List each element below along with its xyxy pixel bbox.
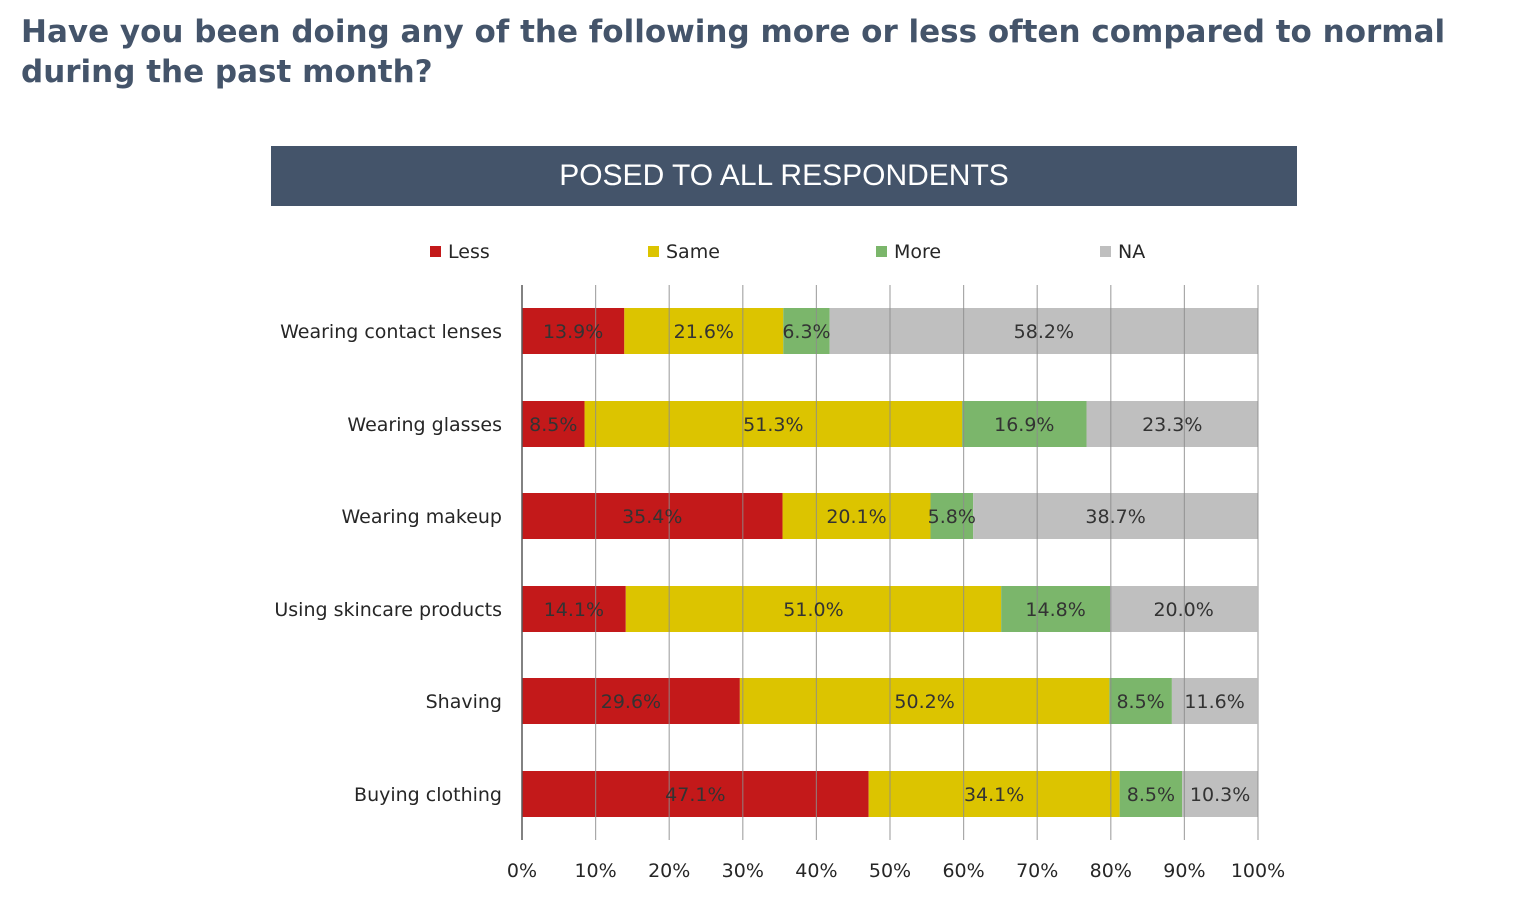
bar-more bbox=[1109, 678, 1172, 724]
category-label: Wearing glasses bbox=[347, 414, 502, 436]
bar-less bbox=[522, 401, 585, 447]
x-tick-label: 90% bbox=[1163, 860, 1205, 882]
x-tick-label: 20% bbox=[648, 860, 690, 882]
x-tick-label: 70% bbox=[1016, 860, 1058, 882]
bar-same bbox=[739, 678, 1110, 724]
bar-more bbox=[1119, 771, 1183, 817]
bar-na bbox=[1086, 401, 1258, 447]
x-tick-label: 30% bbox=[722, 860, 764, 882]
legend-label-same: Same bbox=[666, 241, 720, 263]
page-title: Have you been doing any of the following… bbox=[21, 14, 1446, 90]
bar-same bbox=[624, 308, 784, 354]
x-tick-label: 100% bbox=[1231, 860, 1285, 882]
bar-less bbox=[522, 493, 783, 539]
bar-more bbox=[783, 308, 830, 354]
data-label-na: 38.7% bbox=[1085, 506, 1145, 528]
data-label-more: 5.8% bbox=[928, 506, 976, 528]
legend-swatch-less bbox=[430, 246, 441, 257]
data-label-less: 29.6% bbox=[601, 691, 661, 713]
bar-na bbox=[973, 493, 1258, 539]
data-label-more: 14.8% bbox=[1025, 599, 1085, 621]
x-tick-label: 40% bbox=[795, 860, 837, 882]
data-label-same: 20.1% bbox=[826, 506, 886, 528]
data-label-na: 20.0% bbox=[1153, 599, 1213, 621]
data-label-more: 16.9% bbox=[994, 414, 1054, 436]
x-tick-label: 0% bbox=[507, 860, 537, 882]
data-label-less: 35.4% bbox=[622, 506, 682, 528]
data-label-less: 13.9% bbox=[543, 321, 603, 343]
data-label-same: 21.6% bbox=[674, 321, 734, 343]
x-tick-label: 10% bbox=[574, 860, 616, 882]
chart-banner: POSED TO ALL RESPONDENTS bbox=[271, 146, 1297, 206]
x-tick-label: 50% bbox=[869, 860, 911, 882]
legend-swatch-same bbox=[648, 246, 659, 257]
bar-more bbox=[1001, 586, 1111, 632]
data-label-na: 58.2% bbox=[1014, 321, 1074, 343]
legend-label-less: Less bbox=[448, 241, 490, 263]
legend-swatch-more bbox=[876, 246, 887, 257]
category-label: Buying clothing bbox=[354, 784, 502, 806]
bar-na bbox=[829, 308, 1258, 354]
bar-less bbox=[522, 771, 869, 817]
category-label: Wearing makeup bbox=[341, 506, 502, 528]
data-label-more: 8.5% bbox=[1127, 784, 1175, 806]
bar-less bbox=[522, 586, 626, 632]
bar-na bbox=[1182, 771, 1258, 817]
data-label-less: 14.1% bbox=[544, 599, 604, 621]
bar-more bbox=[930, 493, 974, 539]
bar-same bbox=[625, 586, 1002, 632]
data-label-less: 47.1% bbox=[665, 784, 725, 806]
category-label: Using skincare products bbox=[274, 599, 502, 621]
bar-na bbox=[1110, 586, 1258, 632]
bar-less bbox=[522, 678, 740, 724]
data-label-less: 8.5% bbox=[529, 414, 577, 436]
legend-swatch-na bbox=[1100, 246, 1111, 257]
bar-more bbox=[962, 401, 1087, 447]
bar-na bbox=[1171, 678, 1258, 724]
data-label-more: 6.3% bbox=[782, 321, 830, 343]
data-label-same: 51.3% bbox=[743, 414, 803, 436]
x-tick-label: 60% bbox=[942, 860, 984, 882]
data-label-na: 23.3% bbox=[1142, 414, 1202, 436]
category-label: Shaving bbox=[426, 691, 502, 713]
data-label-more: 8.5% bbox=[1116, 691, 1164, 713]
x-tick-label: 80% bbox=[1090, 860, 1132, 882]
data-label-same: 50.2% bbox=[894, 691, 954, 713]
bar-same bbox=[868, 771, 1120, 817]
bar-less bbox=[522, 308, 625, 354]
data-label-na: 10.3% bbox=[1190, 784, 1250, 806]
data-label-na: 11.6% bbox=[1184, 691, 1244, 713]
data-label-same: 34.1% bbox=[964, 784, 1024, 806]
data-label-same: 51.0% bbox=[783, 599, 843, 621]
legend-label-na: NA bbox=[1118, 241, 1145, 263]
category-label: Wearing contact lenses bbox=[280, 321, 502, 343]
legend-label-more: More bbox=[894, 241, 941, 263]
bar-same bbox=[584, 401, 963, 447]
bar-same bbox=[782, 493, 931, 539]
